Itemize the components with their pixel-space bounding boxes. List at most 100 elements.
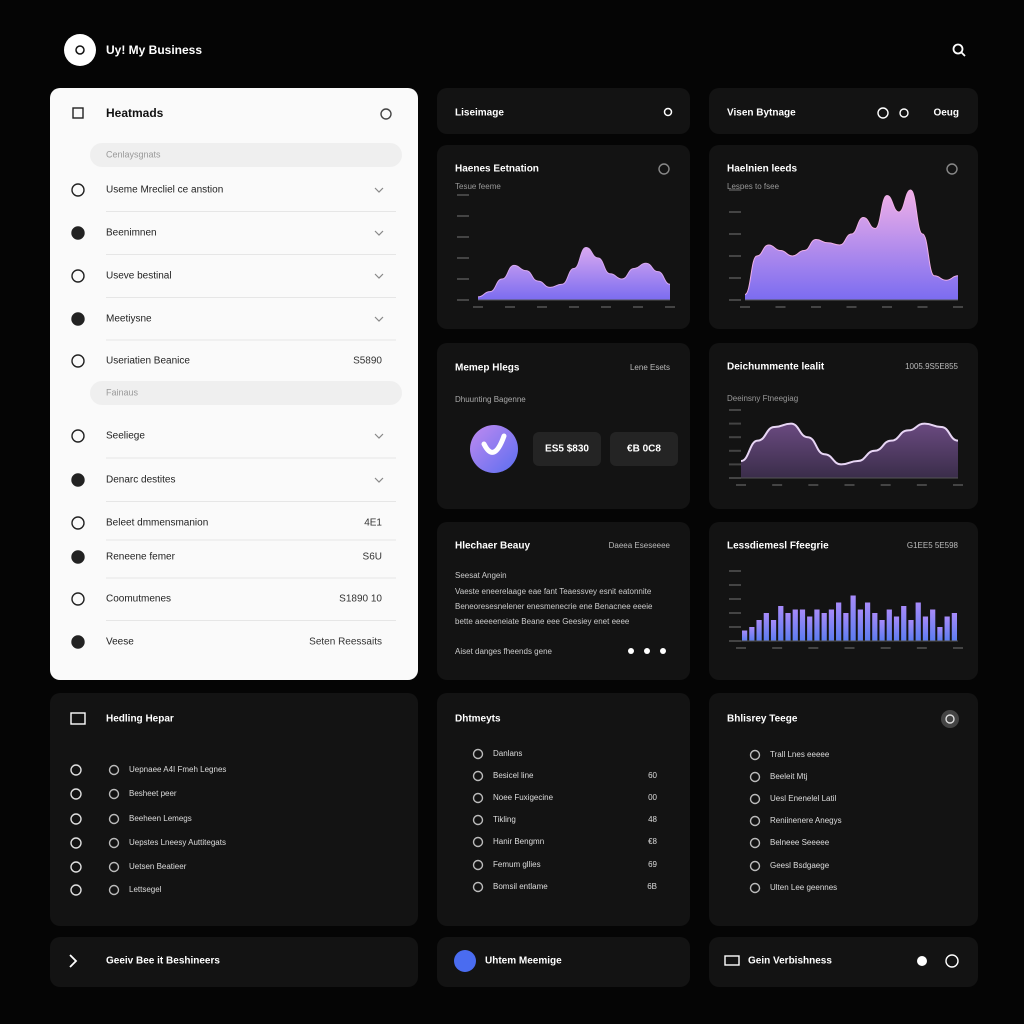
item-label: Veese [106,637,134,648]
tick-stub [729,436,741,439]
chevron[interactable] [374,316,384,322]
list-item: Noee Fuxigecine [493,793,554,802]
chart-right: G1EE5 5E598 [907,541,959,550]
card [50,937,418,987]
list-item: Uesl Enenelel Latil [770,794,836,803]
bar [807,616,813,641]
chevron[interactable] [374,273,384,279]
tick-stub [736,484,746,486]
tick-stub [953,306,963,308]
list-item: Danlans [493,749,522,758]
icon [108,884,120,896]
pager-dot[interactable] [628,648,634,654]
icon [70,861,82,873]
group-pill [90,143,402,167]
chart-subtitle: Lespes to fsee [727,182,780,191]
card [437,522,690,680]
footer-action[interactable] [917,956,927,966]
icon [108,813,120,825]
tick-stub [729,211,741,213]
bar [944,616,950,641]
paragraph-line: Vaeste eneerelaage eae fant Teaessvey es… [455,587,652,596]
list-item: Geesl Bsdgaege [770,861,830,870]
tick-stub [457,257,469,259]
tick-stub [736,647,746,649]
list-item: Ulten Lee geennes [770,883,837,892]
list-item: Uepstes Lneesy Auttitegats [129,838,226,847]
footer-label: Gein Verbishness [748,956,832,967]
bar [937,627,943,641]
chevron[interactable] [374,477,384,483]
item-value: S1890 10 [339,594,382,605]
list-item: Beeheen Lemegs [129,814,192,823]
bar [742,630,748,641]
item-label: Beleet dmmensmanion [106,518,208,529]
logo [64,34,96,66]
footer-avatar [454,950,476,972]
group-pill [90,381,402,405]
metric-box[interactable] [533,432,601,466]
card-subtitle: Dhuunting Bagenne [455,395,526,404]
icon [749,882,761,894]
tick-stub [457,299,469,301]
search-icon[interactable] [952,43,964,55]
list-item: Besicel line [493,771,534,780]
list-value: 48 [648,815,657,824]
item-icon [71,269,85,283]
item-icon [71,473,85,487]
icon [899,108,909,118]
pager-dot[interactable] [660,648,666,654]
chevron[interactable] [374,433,384,439]
icon [70,764,82,776]
icon [472,748,484,760]
search-icon[interactable] [663,107,673,117]
bar [864,602,871,641]
tick-stub [953,484,963,486]
icon [70,788,82,800]
item-label: Beenimnen [106,228,157,239]
search-handle [960,51,966,57]
bar [850,595,856,641]
item-icon [71,226,85,240]
item-label: Seeliege [106,431,145,442]
tick-stub [882,306,892,308]
list-item: Belneee Seeeee [770,838,830,847]
list-title: Hedling Hepar [106,714,174,725]
bar [930,609,936,641]
area-line [740,422,959,466]
icon [749,771,761,783]
chevron[interactable] [374,187,384,193]
tick-stub [772,484,783,486]
card [50,693,418,926]
tick-stub [633,306,643,308]
tick-stub [457,236,469,238]
item-icon [71,429,85,443]
icon [877,107,889,119]
tick-stub [729,477,741,479]
tick-stub [729,189,741,191]
pager-dot[interactable] [644,648,650,654]
bar [749,627,755,641]
tick-stub [844,647,855,649]
item-label: Meetiysne [106,314,152,325]
item-value: S6U [363,552,382,563]
bar [908,620,914,641]
tick-stub [808,484,819,486]
chevron[interactable] [374,230,384,236]
icon [380,108,392,120]
avatar [470,425,518,473]
list-item: Beeleit Mtj [770,772,808,781]
tick-stub [457,215,469,217]
card-title: Visen Bytnage [727,108,796,119]
tick-stub [729,422,741,425]
icon [749,793,761,805]
metric-box[interactable] [610,432,678,466]
metric-value: €B 0C8 [627,444,661,455]
list-value: 00 [648,793,657,802]
icon [658,163,670,175]
tick-stub [729,640,741,642]
item-label: Denarc destites [106,475,175,486]
bar [756,620,762,641]
list-item: Besheet peer [129,789,177,798]
tick-stub [953,647,963,649]
